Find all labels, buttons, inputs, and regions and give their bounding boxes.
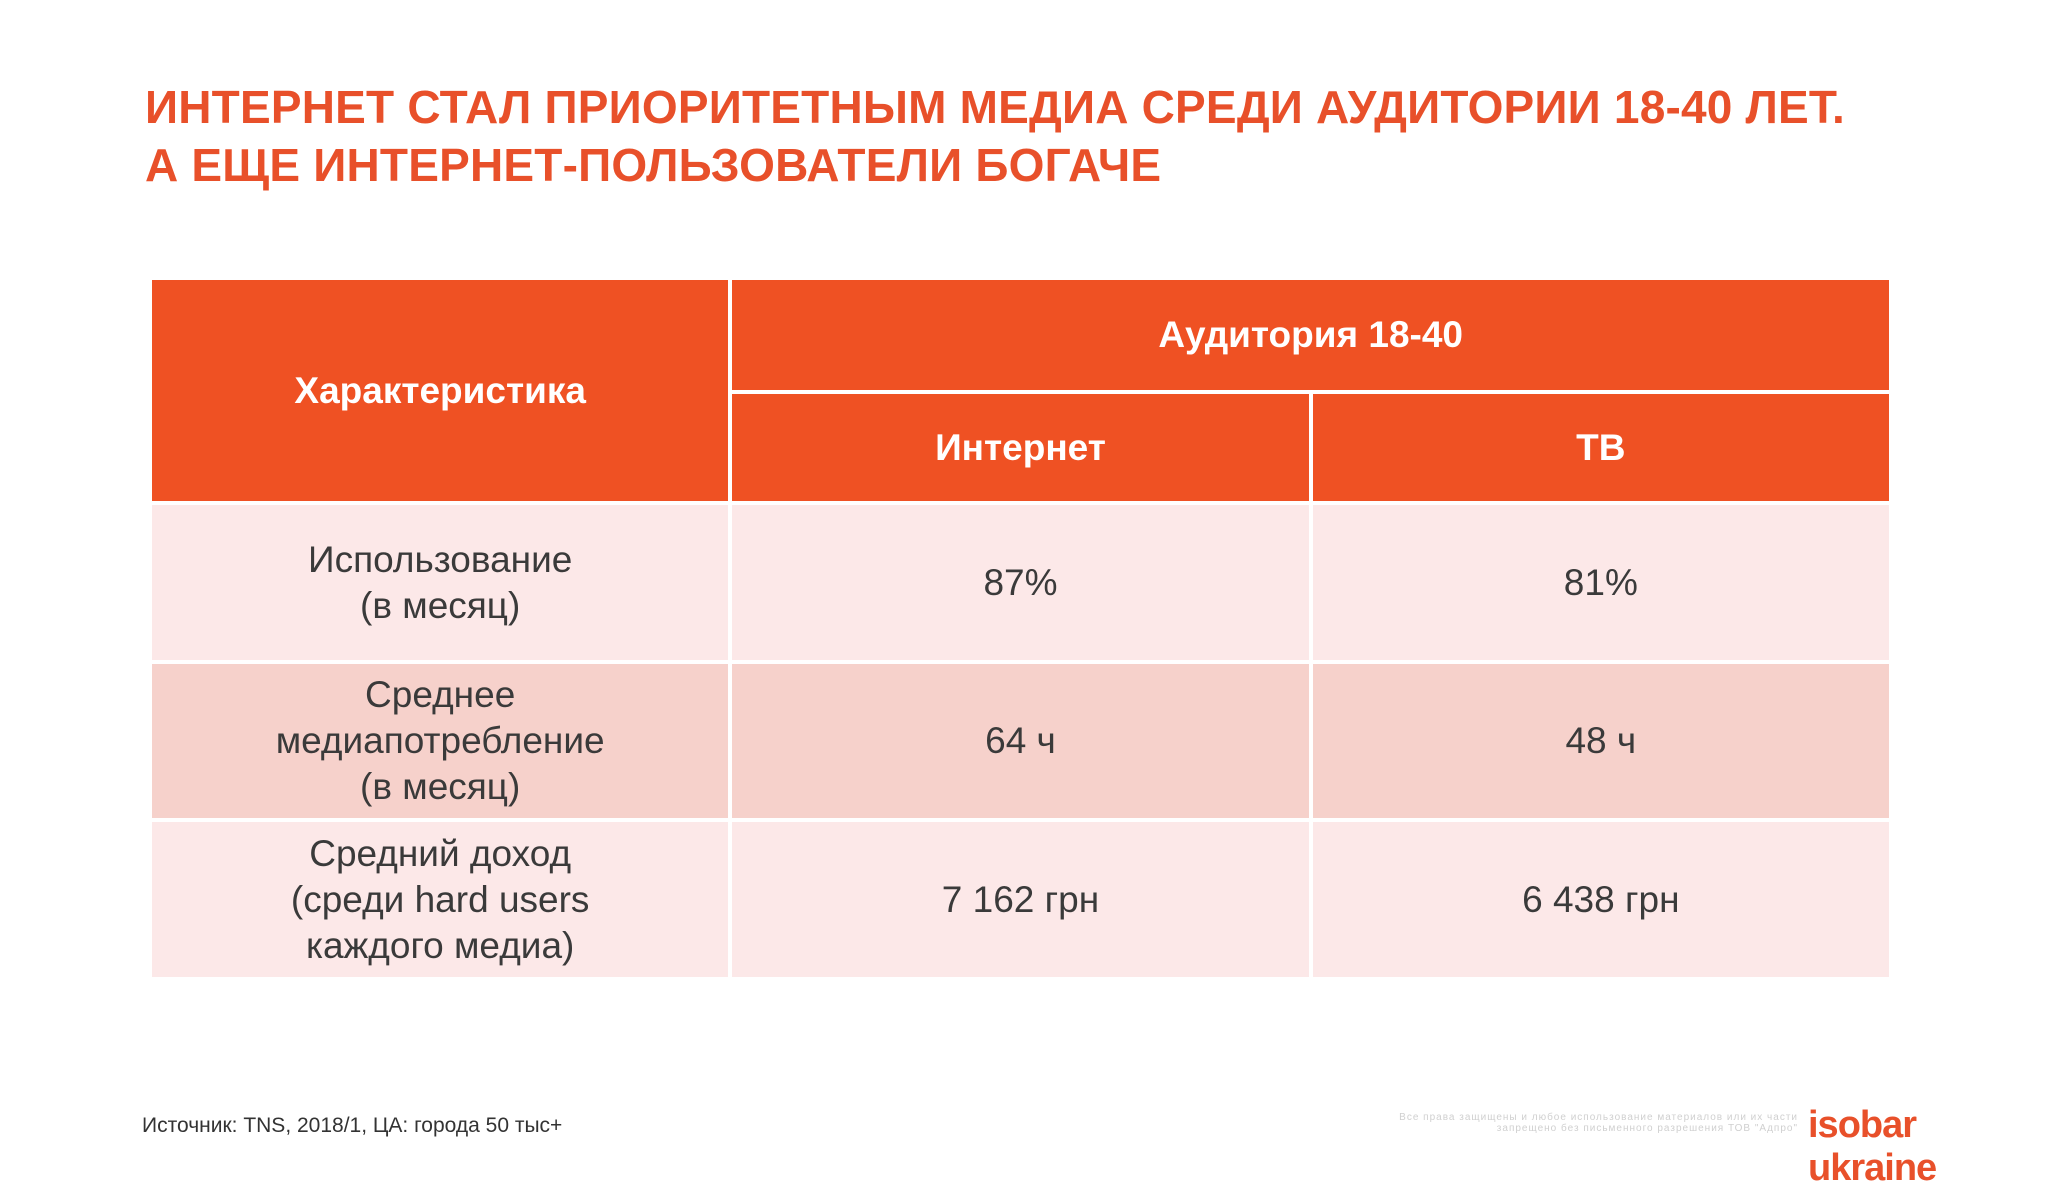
header-tv: ТВ — [1312, 394, 1889, 501]
table-header-row: Характеристика Аудитория 18-40 — [152, 280, 1889, 501]
row-internet-value: 7 162 грн — [732, 822, 1309, 977]
row-label: Среднее медиапотребление (в месяц) — [152, 664, 729, 818]
copyright-notice: Все права защищены и любое использование… — [1399, 1112, 1798, 1134]
row-tv-value: 81% — [1312, 505, 1889, 660]
row-internet-value: 64 ч — [732, 664, 1309, 818]
row-tv-value: 48 ч — [1312, 664, 1889, 818]
row-internet-value: 87% — [732, 505, 1309, 660]
row-label: Использование (в месяц) — [152, 505, 729, 660]
table-row: Средний доход (среди hard users каждого … — [152, 822, 1889, 977]
source-note: Источник: TNS, 2018/1, ЦА: города 50 тыс… — [142, 1114, 563, 1137]
row-label: Средний доход (среди hard users каждого … — [152, 822, 729, 977]
table-subheader-row: Интернет ТВ — [152, 394, 1889, 501]
page-title-line-2: А ЕЩЕ ИНТЕРНЕТ-ПОЛЬЗОВАТЕЛИ БОГАЧЕ — [145, 139, 1162, 191]
header-characteristic: Характеристика — [152, 280, 729, 501]
page-title-line-1: ИНТЕРНЕТ СТАЛ ПРИОРИТЕТНЫМ МЕДИА СРЕДИ А… — [145, 81, 1846, 133]
table-row: Использование (в месяц) 87% 81% — [152, 505, 1889, 660]
isobar-logo: isobar ukraine — [1808, 1104, 1937, 1189]
table-row: Среднее медиапотребление (в месяц) 64 ч … — [152, 664, 1889, 818]
header-internet: Интернет — [732, 394, 1309, 501]
header-audience: Аудитория 18-40 — [732, 280, 1889, 390]
page-title: ИНТЕРНЕТ СТАЛ ПРИОРИТЕТНЫМ МЕДИА СРЕДИ А… — [145, 78, 1945, 194]
row-tv-value: 6 438 грн — [1312, 822, 1889, 977]
comparison-table: Характеристика Аудитория 18-40 Интернет … — [148, 276, 1893, 981]
